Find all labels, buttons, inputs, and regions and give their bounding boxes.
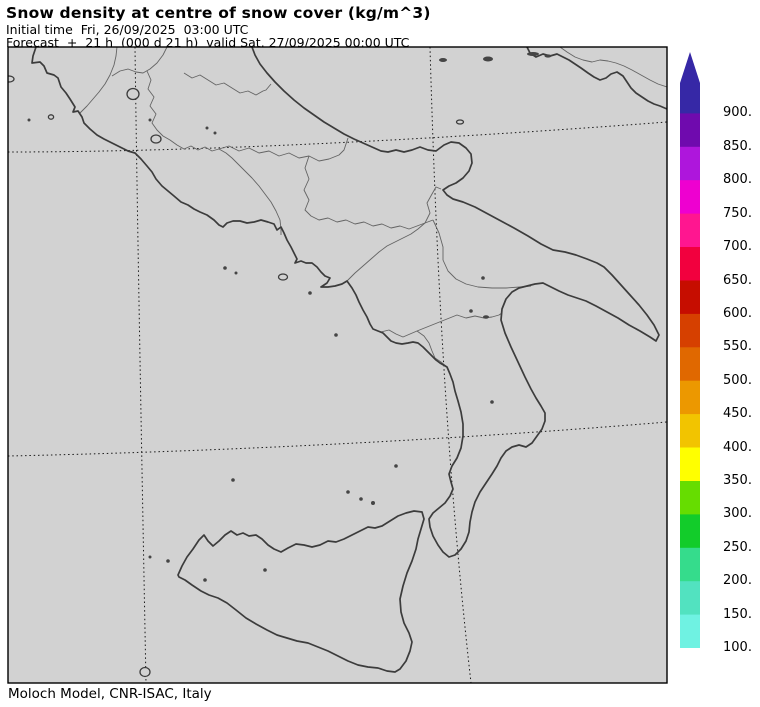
lake-dot xyxy=(481,276,485,280)
border-lazio-abruzzo-campania xyxy=(146,70,282,235)
colorbar xyxy=(680,52,700,648)
lake-dot xyxy=(334,333,338,337)
colorbar-segment xyxy=(680,113,700,148)
border-abruzzo-molise xyxy=(218,137,349,162)
croatian-island xyxy=(527,52,539,56)
tremiti-islands xyxy=(455,119,465,125)
colorbar-label: 700. xyxy=(723,239,752,254)
colorbar-segment xyxy=(680,180,700,215)
colorbar-label: 750. xyxy=(723,206,752,221)
giglio-island xyxy=(47,114,55,120)
stromboli-dot xyxy=(394,464,398,468)
border-tuscany-lazio xyxy=(79,47,118,114)
colorbar-segment xyxy=(680,547,700,582)
border-umbria-marche xyxy=(111,47,168,77)
lake-dot xyxy=(205,126,209,130)
colorbar-segment xyxy=(680,481,700,515)
colorbar-segment xyxy=(680,213,700,248)
colorbar-segment xyxy=(680,146,700,181)
croatian-island xyxy=(483,56,493,62)
sicily-lake-dot xyxy=(203,578,207,582)
page-title: Snow density at centre of snow cover (kg… xyxy=(6,4,431,22)
lake-dot xyxy=(469,309,473,313)
sicily-lake-dot xyxy=(263,568,267,572)
regional-borders xyxy=(79,47,667,368)
aeolian-dot xyxy=(346,490,350,494)
colorbar-segment xyxy=(680,347,700,382)
colorbar-label: 600. xyxy=(723,306,752,321)
colorbar-label: 850. xyxy=(723,139,752,154)
colorbar-segment xyxy=(680,380,700,415)
colorbar-label: 500. xyxy=(723,373,752,388)
colorbar-label: 650. xyxy=(723,273,752,288)
island-lake-dots xyxy=(27,52,552,582)
aeolian-dot xyxy=(371,501,375,505)
coastline-mainland-italy xyxy=(31,47,660,558)
elba-island xyxy=(8,75,15,83)
border-basilicata-calabria xyxy=(416,312,503,332)
croatian-island xyxy=(439,58,447,62)
colorbar-segment xyxy=(680,414,700,448)
egadi-dot xyxy=(166,559,170,563)
map-sea-land-background xyxy=(8,47,667,683)
egadi-dot xyxy=(148,555,152,559)
graticule-meridian-west xyxy=(134,47,147,683)
colorbar-label: 300. xyxy=(723,506,752,521)
colorbar-arrow xyxy=(680,52,700,114)
initial-time-line: Initial time Fri, 26/09/2025 03:00 UTC xyxy=(6,22,249,37)
colorbar-label: 250. xyxy=(723,540,752,555)
ponza-dot xyxy=(223,266,227,270)
border-molise-puglia xyxy=(424,186,442,224)
colorbar-segment xyxy=(680,313,700,348)
colorbar-label: 900. xyxy=(723,105,752,120)
colorbar-label: 350. xyxy=(723,473,752,488)
colorbar-segment xyxy=(680,447,700,482)
graticule-parallel-north xyxy=(8,121,667,153)
ustica-dot xyxy=(231,478,235,482)
border-campania-basilicata xyxy=(346,222,426,282)
model-credit: Moloch Model, CNR-ISAC, Italy xyxy=(8,686,212,702)
colorbar-label: 450. xyxy=(723,406,752,421)
ischia-island xyxy=(277,273,289,281)
coastline-sicily xyxy=(177,510,425,673)
lake-dot xyxy=(213,131,217,135)
forecast-line: Forecast + 21 h (000 d 21 h) valid Sat, … xyxy=(6,34,410,50)
colorbar-label: 100. xyxy=(723,640,752,655)
lake-bracciano xyxy=(150,134,162,144)
border-puglia-basilicata xyxy=(432,219,532,289)
border-marche-abruzzo xyxy=(183,72,272,96)
colorbar-label: 550. xyxy=(723,339,752,354)
border-campania-basilicata-south xyxy=(380,329,448,368)
outlined-islands-lakes xyxy=(8,75,465,678)
colorbar-label: 400. xyxy=(723,440,752,455)
lake-sila-dot xyxy=(490,400,494,404)
colorbar-segment xyxy=(680,247,700,281)
pantelleria-island xyxy=(139,666,151,678)
border-molise-campania-puglia xyxy=(303,155,434,230)
colorbar-segment xyxy=(680,581,700,616)
montecristo-dot xyxy=(27,118,31,122)
colorbar-label: 800. xyxy=(723,172,752,187)
colorbar-label: 150. xyxy=(723,607,752,622)
colorbar-segment xyxy=(680,614,700,648)
aeolian-dot xyxy=(359,497,363,501)
ventotene-dot xyxy=(234,271,238,275)
colorbar-segment xyxy=(680,280,700,315)
croatian-island xyxy=(544,54,552,58)
capri-dot xyxy=(308,291,312,295)
colorbar-label: 200. xyxy=(723,573,752,588)
colorbar-segment xyxy=(680,514,700,549)
border-croatia-inland xyxy=(559,47,667,88)
map-frame xyxy=(7,46,668,684)
lake-dot xyxy=(483,315,489,319)
lake-bolsena xyxy=(126,87,140,101)
lake-dot xyxy=(148,118,152,122)
